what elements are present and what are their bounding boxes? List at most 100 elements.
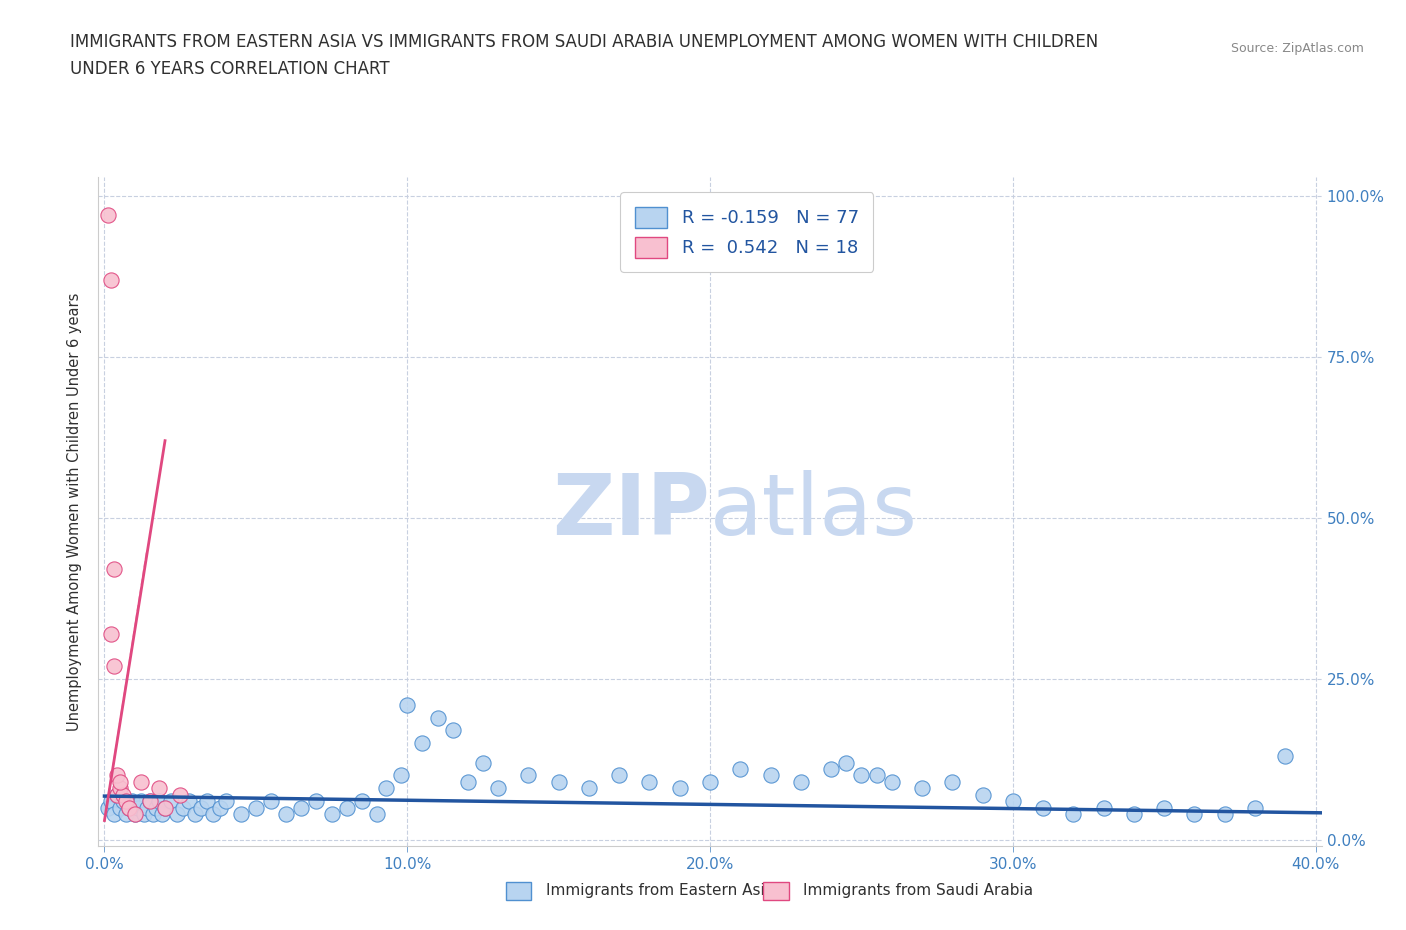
Point [108, 775, 131, 790]
Point [790, 775, 813, 790]
Point [880, 775, 903, 790]
Point [865, 768, 887, 783]
Text: Source: ZipAtlas.com: Source: ZipAtlas.com [1230, 42, 1364, 55]
Point [457, 775, 479, 790]
Point [1153, 800, 1175, 815]
Point [547, 775, 569, 790]
Point [129, 775, 152, 790]
Point [139, 794, 162, 809]
Point [103, 806, 125, 821]
Point [668, 781, 690, 796]
Point [835, 755, 858, 770]
Point [100, 627, 122, 642]
Legend: R = -0.159   N = 77, R =  0.542   N = 18: R = -0.159 N = 77, R = 0.542 N = 18 [620, 193, 873, 272]
Point [135, 800, 157, 815]
Point [851, 768, 873, 783]
Point [153, 800, 176, 815]
Point [96, 208, 118, 223]
Point [100, 272, 122, 287]
Point [1244, 800, 1267, 815]
Point [202, 806, 225, 821]
Point [607, 768, 630, 783]
Point [1184, 806, 1206, 821]
Point [245, 800, 267, 815]
Point [118, 800, 141, 815]
Point [699, 775, 721, 790]
Point [108, 781, 131, 796]
Point [1213, 806, 1236, 821]
Point [124, 806, 146, 821]
Point [972, 788, 994, 803]
Point [214, 794, 236, 809]
Point [1062, 806, 1084, 821]
Y-axis label: Unemployment Among Women with Children Under 6 years: Unemployment Among Women with Children U… [67, 292, 83, 731]
Point [118, 800, 141, 815]
Point [103, 562, 125, 577]
Point [1274, 749, 1296, 764]
Point [105, 768, 128, 783]
Point [111, 788, 134, 803]
Point [114, 806, 136, 821]
Point [148, 781, 170, 796]
Point [820, 762, 842, 777]
Point [96, 800, 118, 815]
Point [305, 794, 328, 809]
Point [124, 806, 146, 821]
Point [730, 762, 752, 777]
Point [486, 781, 509, 796]
Text: Immigrants from Eastern Asia: Immigrants from Eastern Asia [546, 884, 773, 898]
Point [759, 768, 782, 783]
Point [471, 755, 494, 770]
Point [389, 768, 412, 783]
Point [276, 806, 298, 821]
Point [139, 794, 162, 809]
Point [184, 806, 207, 821]
Text: UNDER 6 YEARS CORRELATION CHART: UNDER 6 YEARS CORRELATION CHART [70, 60, 389, 78]
Point [350, 794, 373, 809]
Point [411, 736, 433, 751]
Text: Immigrants from Saudi Arabia: Immigrants from Saudi Arabia [803, 884, 1033, 898]
Point [229, 806, 252, 821]
Text: atlas: atlas [710, 470, 918, 553]
Point [172, 800, 194, 815]
Point [100, 794, 122, 809]
Point [517, 768, 540, 783]
Point [426, 711, 449, 725]
Point [366, 806, 388, 821]
Point [121, 794, 143, 809]
Point [111, 794, 134, 809]
Point [260, 794, 283, 809]
Point [441, 723, 464, 737]
Text: IMMIGRANTS FROM EASTERN ASIA VS IMMIGRANTS FROM SAUDI ARABIA UNEMPLOYMENT AMONG : IMMIGRANTS FROM EASTERN ASIA VS IMMIGRAN… [70, 33, 1098, 50]
Point [197, 794, 219, 809]
Point [336, 800, 359, 815]
Point [145, 800, 167, 815]
Point [941, 775, 963, 790]
Point [1092, 800, 1115, 815]
Point [375, 781, 398, 796]
Point [150, 806, 173, 821]
Point [160, 794, 183, 809]
Point [911, 781, 934, 796]
Point [127, 800, 149, 815]
Point [103, 658, 125, 673]
Point [190, 800, 212, 815]
Point [290, 800, 312, 815]
Point [142, 806, 165, 821]
Point [1032, 800, 1054, 815]
Point [321, 806, 343, 821]
Point [148, 794, 170, 809]
Point [132, 806, 155, 821]
Point [105, 788, 128, 803]
Point [105, 788, 128, 803]
Point [1001, 794, 1024, 809]
Point [169, 788, 191, 803]
FancyBboxPatch shape [506, 882, 531, 900]
Point [153, 800, 176, 815]
Text: ZIP: ZIP [553, 470, 710, 553]
FancyBboxPatch shape [763, 882, 789, 900]
Point [179, 794, 201, 809]
Point [396, 698, 419, 712]
Point [129, 794, 152, 809]
Point [114, 794, 136, 809]
